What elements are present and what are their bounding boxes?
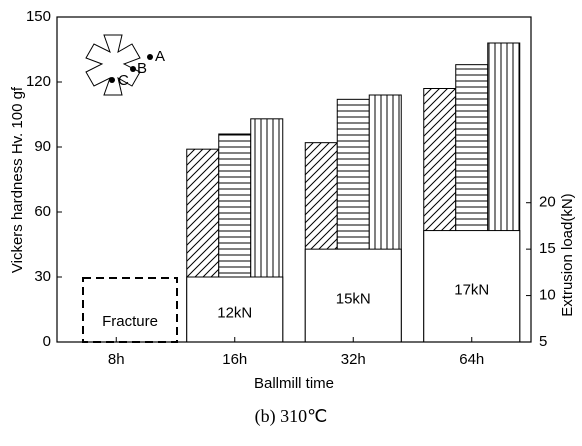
data-label: 17kN [454,281,489,298]
y-tick-label: 90 [34,138,51,155]
inset-shape [85,34,141,96]
inset-point [147,54,153,60]
plot-area: 12kN 15kN 17kN [186,42,521,343]
annotation: Fracture [102,313,158,330]
y-tick-label: 120 [26,73,51,90]
x-tick-label: 64h [459,351,484,368]
load-bar [186,276,284,343]
data-label: 12kN [217,304,252,321]
y2-tick-label: 5 [539,333,547,350]
y2-axis-label: Extrusion load(kN) [559,193,576,316]
y2-tick-label: 15 [539,240,556,257]
y-tick-label: 150 [26,8,51,25]
plot-frame [56,16,532,343]
inset-label: A [155,48,165,65]
y2-tick-label: 20 [539,194,556,211]
inset-label: C [118,72,129,89]
caption: (b) 310℃ [255,406,328,427]
load-bar [304,248,402,343]
y-tick-label: 0 [43,333,51,350]
y-axis-label: Vickers hardness Hv. 100 gf [9,86,26,273]
x-axis-label: Ballmill time [254,375,334,392]
x-tick-label: 8h [108,351,125,368]
inset-point [130,66,136,72]
load-bar [423,230,521,343]
x-tick-label: 32h [341,351,366,368]
inset-point [109,77,115,83]
y-tick-label: 60 [34,203,51,220]
data-label: 15kN [336,291,371,308]
x-tick-label: 16h [222,351,247,368]
fracture-box [82,277,178,343]
y-tick-label: 30 [34,268,51,285]
inset-label: B [137,60,147,77]
y2-tick-label: 10 [539,287,556,304]
